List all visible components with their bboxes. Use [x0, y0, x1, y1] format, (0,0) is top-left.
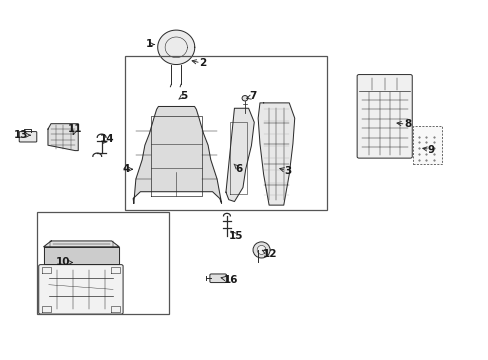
Text: 14: 14 — [100, 134, 114, 144]
Ellipse shape — [242, 95, 247, 101]
FancyBboxPatch shape — [39, 265, 123, 314]
Text: 13: 13 — [14, 130, 30, 140]
Text: 4: 4 — [122, 164, 132, 174]
Text: 8: 8 — [396, 120, 410, 129]
FancyBboxPatch shape — [356, 75, 411, 158]
Text: 15: 15 — [228, 231, 243, 241]
Bar — [37, 212, 168, 315]
Text: 12: 12 — [262, 249, 277, 259]
Polygon shape — [43, 241, 119, 247]
Polygon shape — [258, 103, 294, 205]
Bar — [125, 56, 327, 211]
Text: 6: 6 — [234, 163, 242, 174]
Text: 3: 3 — [279, 166, 291, 176]
Polygon shape — [158, 30, 194, 64]
Ellipse shape — [257, 246, 265, 255]
Text: 5: 5 — [179, 91, 187, 101]
Polygon shape — [225, 108, 254, 202]
Text: 9: 9 — [422, 144, 433, 154]
Text: 11: 11 — [68, 124, 82, 134]
FancyBboxPatch shape — [19, 132, 37, 142]
Polygon shape — [48, 124, 78, 150]
Polygon shape — [133, 107, 221, 203]
Text: 1: 1 — [145, 40, 154, 49]
FancyBboxPatch shape — [209, 274, 226, 283]
Text: 10: 10 — [56, 257, 72, 267]
Polygon shape — [43, 247, 119, 264]
Text: 2: 2 — [192, 58, 206, 68]
Text: 16: 16 — [221, 275, 238, 285]
Bar — [412, 126, 441, 164]
Text: 7: 7 — [246, 91, 256, 102]
Ellipse shape — [252, 242, 269, 258]
